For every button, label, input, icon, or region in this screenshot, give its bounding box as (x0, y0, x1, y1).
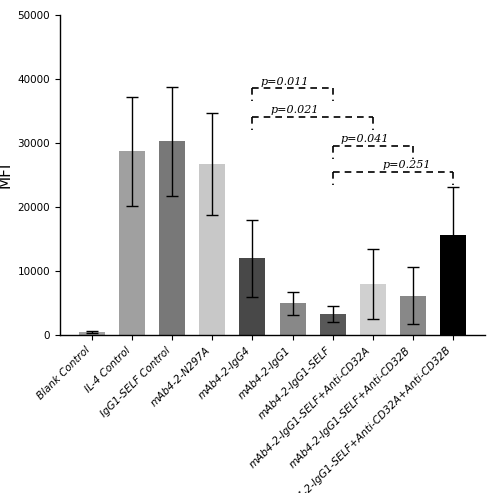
Bar (80, 332, 106, 335)
Text: p=0.021: p=0.021 (270, 106, 319, 115)
Bar (160, 141, 186, 335)
Text: p=0.041: p=0.041 (340, 134, 389, 144)
Bar (320, 314, 345, 335)
Text: p=0.011: p=0.011 (260, 76, 309, 87)
Text: p=0.251: p=0.251 (382, 160, 431, 170)
Bar (240, 258, 266, 335)
Y-axis label: MFI: MFI (0, 162, 12, 188)
Bar (400, 295, 425, 335)
Bar (200, 164, 226, 335)
Bar (440, 235, 466, 335)
Bar (120, 151, 146, 335)
Bar (360, 284, 386, 335)
Bar (280, 303, 305, 335)
